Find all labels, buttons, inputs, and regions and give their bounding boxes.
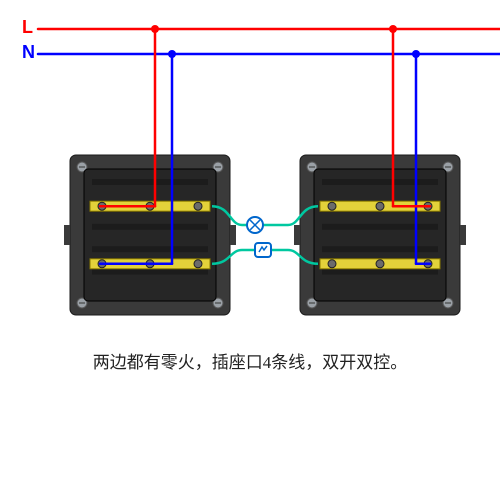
switch-left xyxy=(64,155,236,315)
svg-text:L: L xyxy=(22,17,33,37)
svg-text:N: N xyxy=(22,42,35,62)
wiring-diagram: LN xyxy=(0,0,500,500)
diagram-caption: 两边都有零火，插座口4条线，双开双控。 xyxy=(0,348,500,373)
load-icon xyxy=(255,243,271,257)
switch-right xyxy=(294,155,466,315)
